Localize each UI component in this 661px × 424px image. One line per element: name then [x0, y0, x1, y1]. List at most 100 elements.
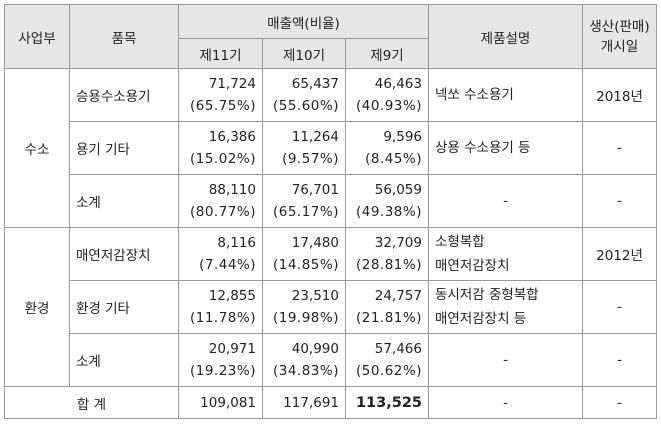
ratio: (28.81%)	[355, 257, 422, 273]
subtotal-row: 소계 88,110 (80.77%) 76,701 (65.17%) 56,059 (…	[5, 174, 657, 228]
total-row: 합 계 109,081 117,691 113,525 - -	[4, 386, 657, 419]
table-row: 환경 기타 12,855 (11.78%) 23,510 (19.98%) 24,7…	[5, 280, 657, 334]
ratio: (19.23%)	[189, 363, 256, 379]
header-launch-line2: 개시일	[600, 38, 639, 55]
fy11-cell: 12,855 (11.78%)	[178, 280, 263, 334]
header-launch-line1: 생산(판매)	[589, 18, 650, 35]
fy11-cell: 8,116 (7.44%)	[178, 227, 263, 281]
ratio: (65.17%)	[272, 204, 339, 220]
value: 65,437	[291, 76, 339, 92]
total-fy10: 117,691	[262, 386, 346, 419]
header-fy11: 제11기	[178, 38, 263, 69]
value: 12,855	[208, 288, 256, 304]
total-description: -	[428, 386, 583, 419]
fy9-cell: 57,466 (50.62%)	[345, 333, 429, 387]
ratio: (40.93%)	[355, 98, 422, 114]
table-row: 환경 매연저감장치 8,116 (7.44%) 17,480 (14.85%) 32…	[4, 227, 657, 387]
ratio: (8.45%)	[365, 151, 422, 167]
value: 71,724	[208, 76, 256, 92]
item-cell: 매연저감장치	[69, 227, 179, 281]
fy10-cell: 76,701 (65.17%)	[262, 174, 346, 228]
description-line: 동시저감 중형복합	[435, 287, 539, 303]
ratio: (50.62%)	[355, 363, 422, 379]
fy11-cell: 71,724 (65.75%)	[178, 68, 263, 122]
header-launch-date: 생산(판매) 개시일	[582, 4, 657, 69]
value: 8,116	[217, 235, 256, 251]
fy10-cell: 40,990 (34.83%)	[262, 333, 346, 387]
description-cell: 상용 수소용기 등	[428, 121, 583, 175]
item-cell: 용기 기타	[69, 121, 179, 175]
ratio: (65.75%)	[189, 98, 256, 114]
fy10-cell: 23,510 (19.98%)	[262, 280, 346, 334]
total-fy11: 109,081	[178, 386, 263, 419]
item-cell: 소계	[69, 333, 179, 387]
item-cell: 소계	[69, 174, 179, 228]
ratio: (34.83%)	[272, 363, 339, 379]
header-sales: 매출액(비율)	[178, 4, 429, 39]
description-line: 소형복합	[435, 234, 485, 250]
value: 11,264	[291, 129, 339, 145]
ratio: (55.60%)	[272, 98, 339, 114]
description-cell: 넥쏘 수소용기	[428, 68, 583, 122]
ratio: (80.77%)	[189, 204, 256, 220]
fy9-cell: 9,596 (8.45%)	[345, 121, 429, 175]
launch-cell: -	[582, 333, 657, 387]
fy10-cell: 17,480 (14.85%)	[262, 227, 346, 281]
fy11-cell: 16,386 (15.02%)	[178, 121, 263, 175]
subtotal-row: 소계 20,971 (19.23%) 40,990 (34.83%) 57,466 (…	[5, 333, 657, 387]
launch-cell: 2018년	[582, 68, 657, 122]
total-launch: -	[582, 386, 657, 419]
header-fy10: 제10기	[262, 38, 346, 69]
ratio: (11.78%)	[189, 310, 256, 326]
value: 76,701	[291, 182, 339, 198]
value: 32,709	[374, 235, 422, 251]
ratio: (21.81%)	[355, 310, 422, 326]
value: 23,510	[291, 288, 339, 304]
fy10-cell: 11,264 (9.57%)	[262, 121, 346, 175]
sales-table: 사업부 품목 매출액(비율) 제품설명 생산(판매) 개시일 제11기 제10기…	[4, 4, 657, 419]
total-label: 합 계	[4, 386, 179, 419]
division-cell: 환경	[4, 227, 70, 387]
ratio: (15.02%)	[189, 151, 256, 167]
value: 17,480	[291, 235, 339, 251]
fy9-cell: 46,463 (40.93%)	[345, 68, 429, 122]
value: 88,110	[208, 182, 256, 198]
value: 40,990	[291, 341, 339, 357]
header-row-periods: 제11기 제10기 제9기	[5, 38, 657, 69]
launch-cell: -	[582, 280, 657, 334]
value: 57,466	[374, 341, 422, 357]
fy9-cell: 32,709 (28.81%)	[345, 227, 429, 281]
item-cell: 승용수소용기	[69, 68, 179, 122]
header-item: 품목	[69, 4, 179, 69]
fy9-cell: 24,757 (21.81%)	[345, 280, 429, 334]
item-cell: 환경 기타	[69, 280, 179, 334]
value: 24,757	[374, 288, 422, 304]
table-row: 용기 기타 16,386 (15.02%) 11,264 (9.57%) 9,596…	[5, 121, 657, 175]
header-row: 사업부 품목 매출액(비율) 제품설명 생산(판매) 개시일	[4, 4, 657, 69]
value: 56,059	[374, 182, 422, 198]
description-line: 상용 수소용기 등	[435, 140, 531, 156]
total-fy9: 113,525	[345, 386, 429, 419]
header-fy9: 제9기	[345, 38, 429, 69]
ratio: (14.85%)	[272, 257, 339, 273]
fy9-cell: 56,059 (49.38%)	[345, 174, 429, 228]
description-line: 넥쏘 수소용기	[435, 87, 514, 103]
description-cell: -	[428, 174, 583, 228]
header-division: 사업부	[4, 4, 70, 69]
value: 16,386	[208, 129, 256, 145]
launch-cell: 2012년	[582, 227, 657, 281]
ratio: (7.44%)	[199, 257, 256, 273]
fy11-cell: 88,110 (80.77%)	[178, 174, 263, 228]
description-line: 매연저감장치	[435, 258, 510, 274]
description-cell: -	[428, 333, 583, 387]
value: 9,596	[383, 129, 422, 145]
description-line: 매연저감장치 등	[435, 311, 527, 327]
launch-cell: -	[582, 121, 657, 175]
fy11-cell: 20,971 (19.23%)	[178, 333, 263, 387]
header-description: 제품설명	[428, 4, 583, 69]
ratio: (19.98%)	[272, 310, 339, 326]
launch-cell: -	[582, 174, 657, 228]
